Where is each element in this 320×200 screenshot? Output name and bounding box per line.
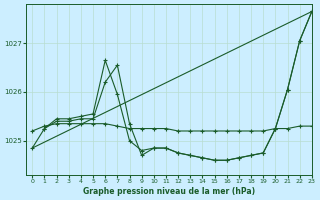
X-axis label: Graphe pression niveau de la mer (hPa): Graphe pression niveau de la mer (hPa) [83,187,255,196]
